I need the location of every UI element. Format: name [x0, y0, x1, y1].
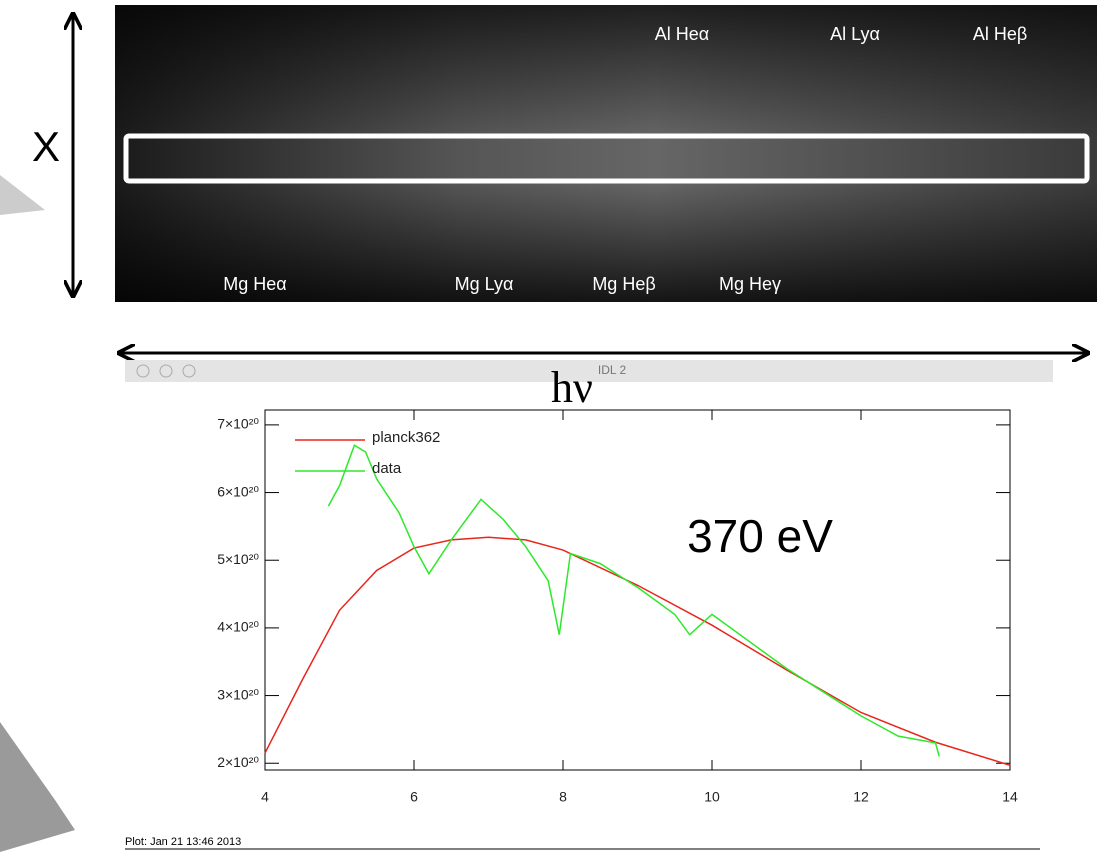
- series-line: [327, 444, 940, 757]
- window-button[interactable]: [159, 364, 173, 378]
- selection-box: [123, 133, 1090, 184]
- y-tick-label: 6×10²⁰: [217, 483, 259, 499]
- image-label: Mg Heβ: [592, 274, 655, 294]
- x-tick-label: 8: [559, 789, 567, 805]
- window-title: IDL 2: [598, 363, 627, 377]
- x-tick-label: 4: [261, 789, 269, 805]
- legend-label: planck362: [372, 429, 440, 446]
- y-tick-label: 2×10²⁰: [217, 754, 259, 770]
- y-tick-label: 3×10²⁰: [217, 686, 259, 702]
- image-label: Mg Heα: [223, 274, 286, 294]
- x-tick-label: 10: [704, 789, 720, 805]
- legend-label: data: [372, 460, 402, 477]
- image-label: Al Heα: [655, 24, 709, 44]
- image-label: Mg Lyα: [455, 274, 514, 294]
- image-label: Al Heβ: [973, 24, 1027, 44]
- spectral-image-shade: [115, 5, 1097, 302]
- image-label: Al Lyα: [830, 24, 880, 44]
- x-tick-label: 14: [1002, 789, 1018, 805]
- y-tick-label: 4×10²⁰: [217, 619, 259, 635]
- decor: [0, 175, 45, 215]
- window-button[interactable]: [136, 364, 150, 378]
- window-button[interactable]: [182, 364, 196, 378]
- decor: [0, 722, 75, 852]
- x-tick-label: 6: [410, 789, 418, 805]
- axis-label: hν: [551, 363, 593, 412]
- axis-label: X: [32, 123, 60, 170]
- y-tick-label: 5×10²⁰: [217, 551, 259, 567]
- series-line: [264, 536, 1011, 766]
- annotation: 370 eV: [687, 510, 833, 562]
- window-bar: [125, 360, 1053, 382]
- image-label: Mg Heγ: [719, 274, 781, 294]
- footer: Plot: Jan 21 13:46 2013: [125, 836, 241, 848]
- y-tick-label: 7×10²⁰: [217, 416, 259, 432]
- x-tick-label: 12: [853, 789, 869, 805]
- plot-frame: [264, 409, 1011, 771]
